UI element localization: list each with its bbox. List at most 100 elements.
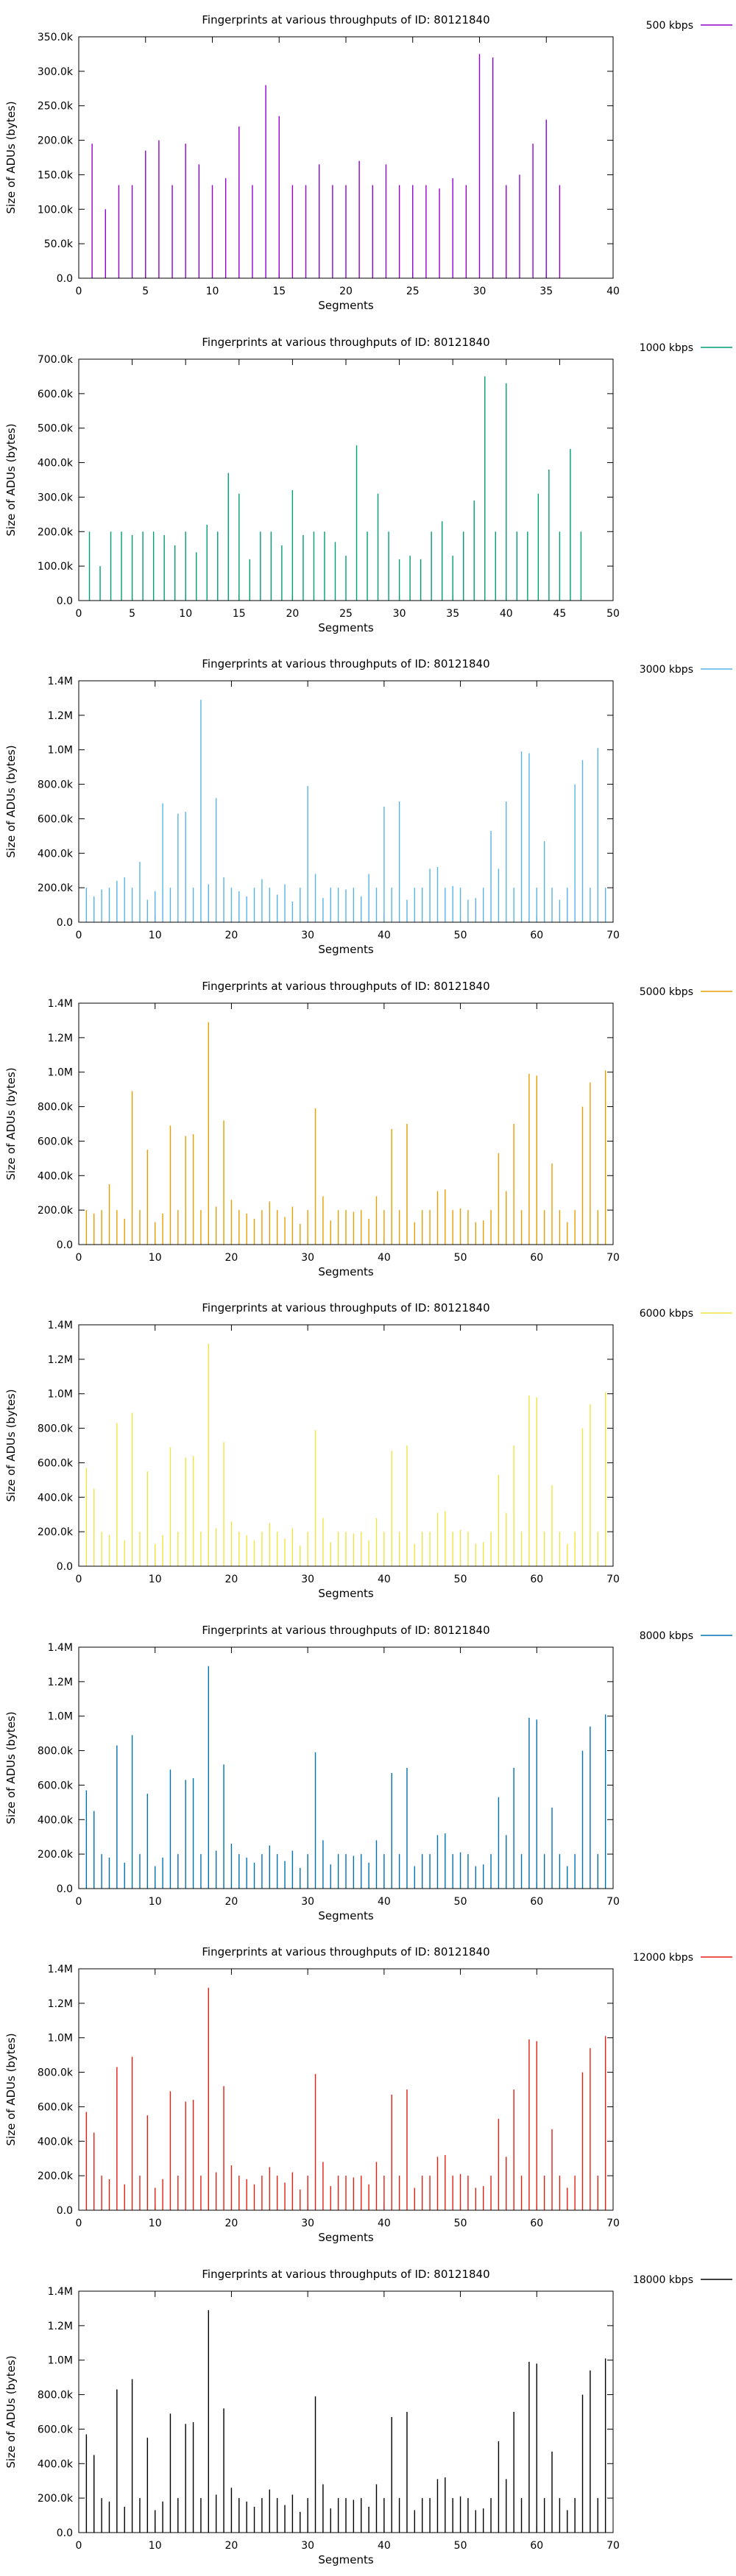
legend: 18000 kbps — [633, 2274, 732, 2286]
y-axis-label: Size of ADUs (bytes) — [4, 2355, 18, 2468]
y-tick-label: 0.0 — [57, 1561, 73, 1573]
y-axis-label: Size of ADUs (bytes) — [4, 101, 18, 213]
y-tick-label: 100.0k — [38, 204, 74, 216]
x-axis-ticks: 0 10 20 30 40 50 60 70 — [76, 1969, 620, 2229]
y-axis-ticks: 0.0 200.0k 400.0k 600.0k 800.0k 1.0M 1.2M 1.4M — [38, 676, 613, 929]
chart-title: Fingerprints at various throughputs of I… — [202, 1624, 489, 1637]
chart-3: Fingerprints at various throughputs of I… — [4, 657, 732, 956]
y-axis-ticks: 0.0 200.0k 400.0k 600.0k 800.0k 1.0M 1.2M 1.4M — [38, 1320, 613, 1573]
plot-frame — [78, 2290, 614, 2533]
y-tick-label: 1.4M — [48, 998, 73, 1010]
y-tick-label: 400.0k — [38, 1814, 74, 1826]
x-tick-label: 10 — [149, 1252, 162, 1264]
y-tick-label: 1.2M — [48, 1032, 73, 1044]
y-axis-label: Size of ADUs (bytes) — [4, 423, 18, 536]
x-tick-label: 40 — [378, 1896, 391, 1908]
y-tick-label: 1.0M — [48, 2033, 73, 2045]
y-tick-label: 1.4M — [48, 1642, 73, 1654]
x-tick-label: 60 — [530, 2540, 543, 2552]
x-tick-label: 20 — [225, 930, 238, 941]
y-tick-label: 200.0k — [38, 526, 74, 538]
x-tick-label: 70 — [606, 930, 620, 941]
chart-8: Fingerprints at various throughputs of I… — [4, 2268, 732, 2566]
y-tick-label: 1.0M — [48, 1710, 73, 1722]
y-tick-label: 1.0M — [48, 1389, 73, 1401]
y-axis-ticks: 0.0 100.0k 200.0k 300.0k 400.0k 500.0k 600.0k 7… — [38, 354, 613, 607]
legend-label: 8000 kbps — [640, 1630, 693, 1642]
y-tick-label: 1.0M — [48, 2354, 73, 2366]
plot-frame — [78, 680, 614, 923]
x-axis-label: Segments — [318, 1909, 374, 1922]
plot-frame — [78, 1646, 614, 1889]
y-tick-label: 400.0k — [38, 2136, 74, 2148]
y-tick-label: 0.0 — [57, 1883, 73, 1895]
legend-label: 12000 kbps — [633, 1952, 693, 1964]
x-axis-ticks: 0 10 20 30 40 50 60 70 — [76, 1646, 620, 1908]
legend: 5000 kbps — [640, 986, 732, 998]
x-tick-label: 0 — [76, 2218, 82, 2229]
x-tick-label: 50 — [454, 1252, 467, 1264]
x-tick-label: 25 — [406, 286, 420, 297]
x-tick-label: 30 — [473, 286, 486, 297]
y-tick-label: 200.0k — [38, 2493, 74, 2505]
y-tick-label: 600.0k — [38, 1780, 74, 1791]
x-tick-label: 20 — [225, 1252, 238, 1264]
series-bars — [85, 699, 606, 922]
x-tick-label: 15 — [233, 608, 246, 620]
chart-2: Fingerprints at various throughputs of I… — [4, 336, 732, 634]
x-axis-ticks: 0 10 20 30 40 50 60 70 — [76, 1002, 620, 1264]
y-tick-label: 800.0k — [38, 2067, 74, 2079]
plot-frame — [78, 1002, 614, 1245]
chart-title: Fingerprints at various throughputs of I… — [202, 1945, 489, 1958]
x-tick-label: 10 — [149, 1896, 162, 1908]
legend: 8000 kbps — [640, 1630, 732, 1642]
x-axis-ticks: 0 5 10 15 20 25 30 35 40 — [76, 37, 620, 297]
legend-label: 6000 kbps — [640, 1308, 693, 1320]
x-tick-label: 20 — [225, 1574, 238, 1585]
y-axis-ticks: 0.0 200.0k 400.0k 600.0k 800.0k 1.0M 1.2M 1.4M — [38, 1642, 613, 1895]
x-axis-ticks: 0 10 20 30 40 50 60 70 — [76, 1325, 620, 1585]
x-tick-label: 0 — [76, 1896, 82, 1908]
x-tick-label: 60 — [530, 930, 543, 941]
y-tick-label: 800.0k — [38, 2389, 74, 2401]
y-axis-label: Size of ADUs (bytes) — [4, 1067, 18, 1180]
x-axis-label: Segments — [318, 2231, 374, 2244]
y-tick-label: 400.0k — [38, 1492, 74, 1504]
x-tick-label: 40 — [378, 1574, 391, 1585]
chart-title: Fingerprints at various throughputs of I… — [202, 980, 489, 993]
y-tick-label: 200.0k — [38, 1526, 74, 1538]
x-tick-label: 30 — [301, 1574, 314, 1585]
y-tick-label: 400.0k — [38, 1170, 74, 1182]
x-tick-label: 70 — [606, 1252, 620, 1264]
y-axis-label: Size of ADUs (bytes) — [4, 745, 18, 857]
y-axis-ticks: 0.0 50.0k 100.0k 150.0k 200.0k 250.0k 300.0k 35… — [38, 32, 613, 285]
x-tick-label: 35 — [446, 608, 459, 620]
y-tick-label: 1.4M — [48, 676, 73, 687]
x-tick-label: 0 — [76, 608, 82, 620]
x-tick-label: 20 — [286, 608, 299, 620]
series-bars — [85, 1343, 606, 1566]
y-tick-label: 600.0k — [38, 813, 74, 825]
y-tick-label: 200.0k — [38, 1205, 74, 1217]
x-tick-label: 60 — [530, 2218, 543, 2229]
x-axis-label: Segments — [318, 621, 374, 634]
x-tick-label: 40 — [378, 930, 391, 941]
chart-title: Fingerprints at various throughputs of I… — [202, 1301, 489, 1314]
x-tick-label: 70 — [606, 1574, 620, 1585]
x-axis-label: Segments — [318, 1587, 374, 1600]
legend: 3000 kbps — [640, 664, 732, 676]
x-tick-label: 40 — [500, 608, 513, 620]
y-tick-label: 1.2M — [48, 1676, 73, 1688]
y-tick-label: 400.0k — [38, 457, 74, 469]
x-tick-label: 0 — [76, 1574, 82, 1585]
chart-title: Fingerprints at various throughputs of I… — [202, 657, 489, 670]
chart-5: Fingerprints at various throughputs of I… — [4, 1301, 732, 1600]
y-tick-label: 200.0k — [38, 1849, 74, 1861]
y-tick-label: 400.0k — [38, 848, 74, 860]
x-tick-label: 0 — [76, 930, 82, 941]
x-tick-label: 60 — [530, 1574, 543, 1585]
x-tick-label: 50 — [454, 930, 467, 941]
y-tick-label: 400.0k — [38, 2458, 74, 2470]
y-tick-label: 300.0k — [38, 492, 74, 503]
